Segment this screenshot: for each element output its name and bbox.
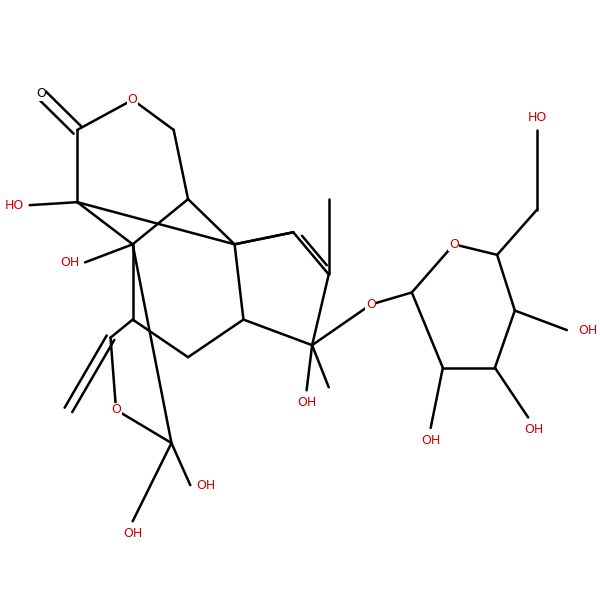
Text: OH: OH (196, 479, 215, 491)
Text: OH: OH (421, 434, 440, 447)
Text: OH: OH (297, 396, 316, 409)
Text: O: O (111, 403, 121, 416)
Text: O: O (36, 87, 46, 100)
Text: O: O (128, 93, 137, 106)
Text: O: O (366, 298, 376, 311)
Text: OH: OH (123, 527, 142, 540)
Text: O: O (449, 238, 459, 251)
Text: OH: OH (524, 423, 544, 436)
Text: OH: OH (578, 323, 598, 337)
Text: HO: HO (527, 111, 547, 124)
Text: OH: OH (60, 256, 79, 269)
Text: HO: HO (5, 199, 24, 212)
